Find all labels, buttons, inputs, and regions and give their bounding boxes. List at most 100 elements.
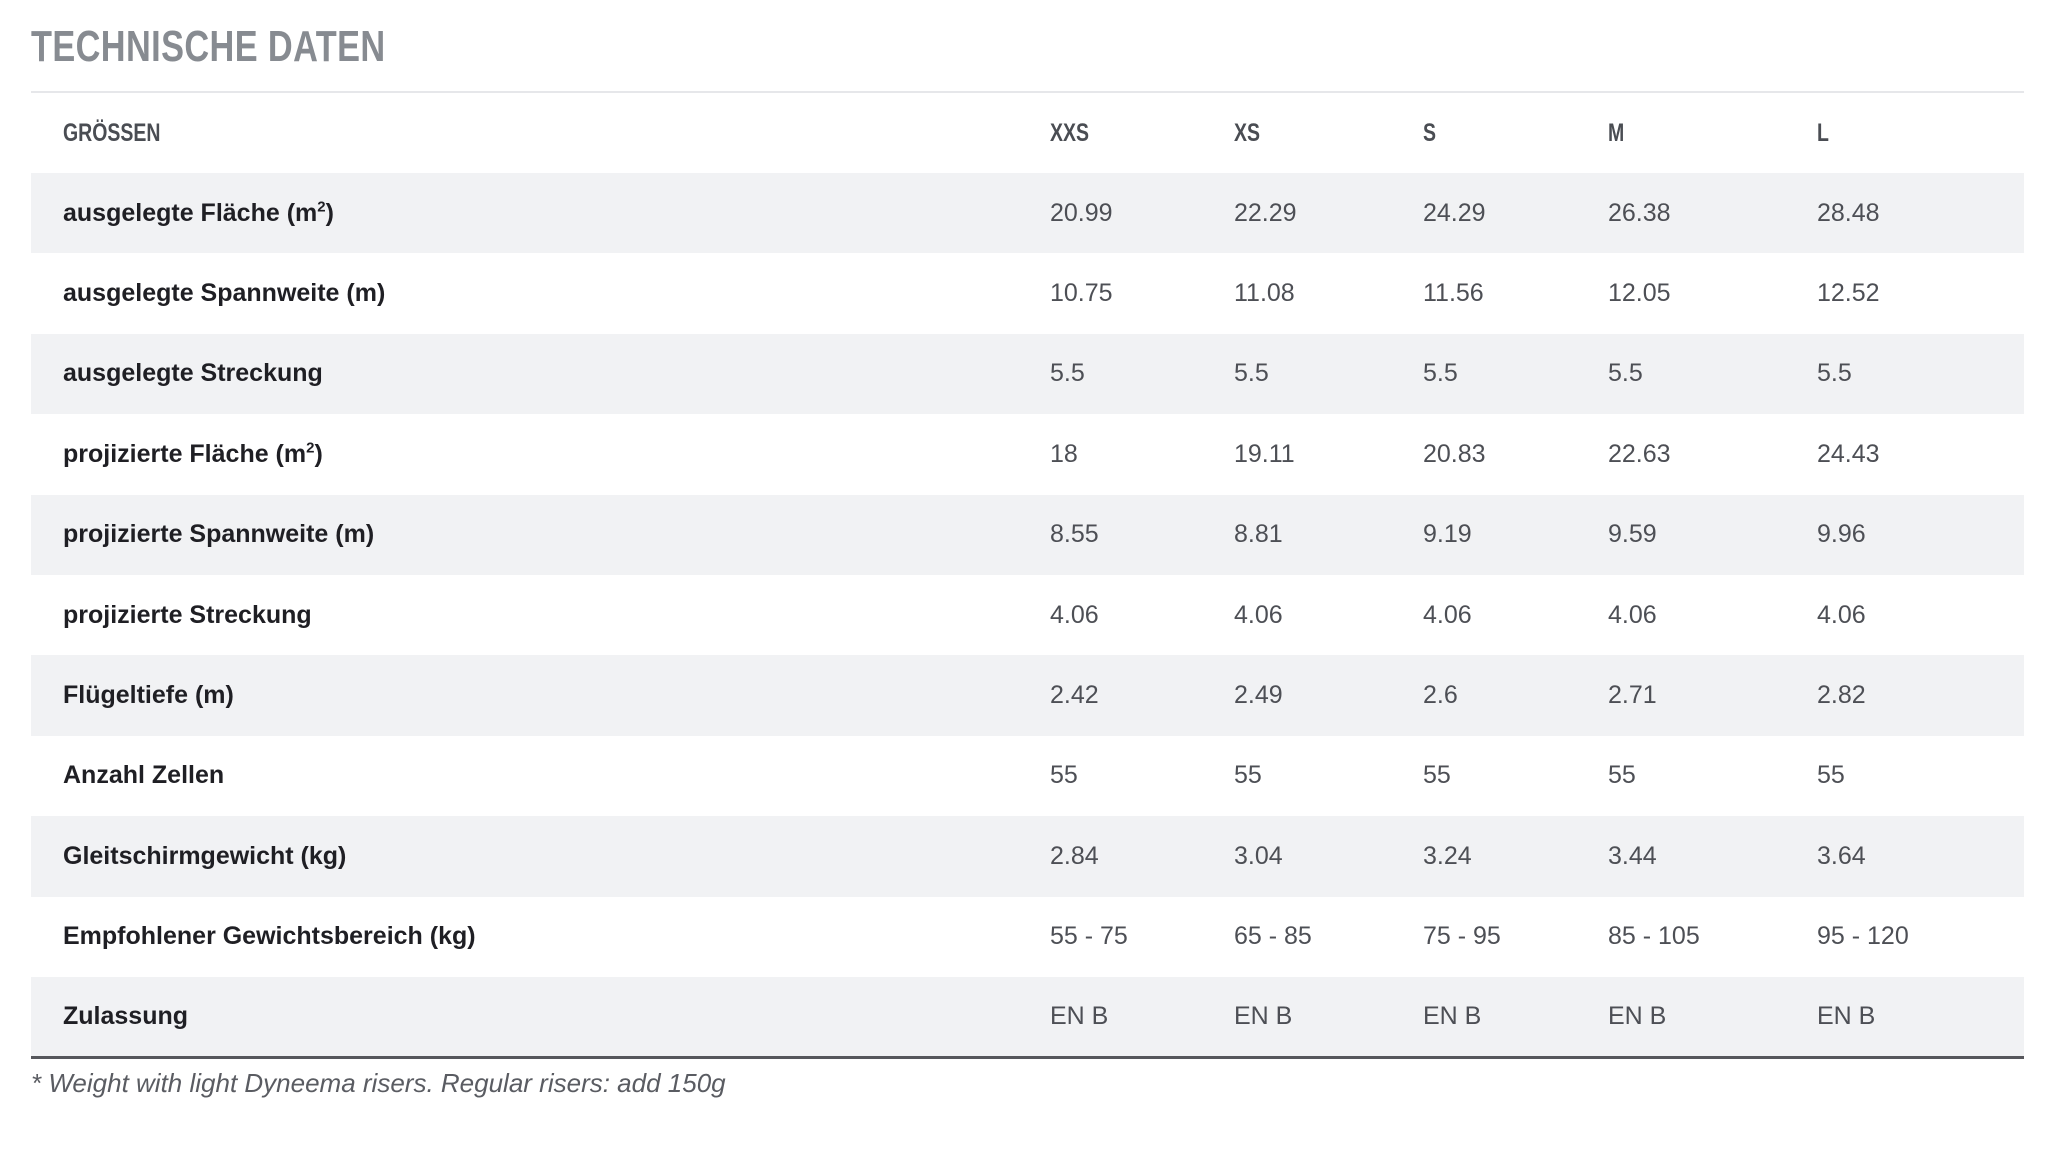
table-cell: 22.63 — [1608, 439, 1671, 468]
table-cell: 28.48 — [1817, 198, 1880, 227]
table-cell: 26.38 — [1608, 198, 1671, 227]
header-label: L — [1817, 118, 1829, 147]
table-cell: 4.06 — [1234, 600, 1283, 629]
table-cell: 11.56 — [1423, 279, 1484, 308]
row-label-text: ausgelegte Spannweite (m) — [63, 279, 386, 308]
table-cell: 55 - 75 — [1050, 922, 1128, 951]
row-label: ausgelegte Streckung — [31, 334, 1050, 414]
row-label: ausgelegte Spannweite (m) — [31, 253, 1050, 333]
table-cell: 20.99 — [1050, 198, 1113, 227]
row-label: ausgelegte Fläche (m2) — [31, 173, 1050, 253]
table-cell: 55 — [1817, 761, 1845, 790]
table-row: projizierte Spannweite (m) 8.55 8.81 9.19 9.… — [31, 494, 2024, 575]
table-row: Flügeltiefe (m) 2.42 2.49 2.6 2.71 2.82 — [31, 655, 2024, 736]
table-cell: 55 — [1608, 761, 1636, 790]
table-cell: 55 — [1050, 761, 1078, 790]
table-row: ausgelegte Streckung 5.5 5.5 5.5 5.5 5.5 — [31, 333, 2024, 415]
row-label: Anzahl Zellen — [31, 736, 1050, 816]
table-cell: 8.55 — [1050, 520, 1099, 549]
table-cell: 3.24 — [1423, 841, 1472, 870]
row-label-end: ) — [325, 198, 334, 227]
table-cell: 75 - 95 — [1423, 922, 1501, 951]
page-title: TECHNISCHE DATEN — [31, 22, 386, 71]
row-label: Gleitschirmgewicht (kg) — [31, 816, 1050, 896]
table-cell: 9.19 — [1423, 520, 1472, 549]
table-cell: EN B — [1234, 1001, 1293, 1030]
table-cell: 22.29 — [1234, 198, 1297, 227]
table-cell: 8.81 — [1234, 520, 1283, 549]
header-label: GRÖSSEN — [63, 118, 161, 147]
table-cell: 65 - 85 — [1234, 922, 1312, 951]
header-label: M — [1608, 118, 1625, 147]
table-cell: EN B — [1817, 1001, 1876, 1030]
table-cell: 12.05 — [1608, 279, 1671, 308]
superscript: 2 — [306, 439, 315, 457]
table-cell: 12.52 — [1817, 279, 1880, 308]
table-cell: 2.49 — [1234, 681, 1283, 710]
header-xs: XS — [1234, 93, 1423, 173]
footnote: * Weight with light Dyneema risers. Regu… — [31, 1068, 726, 1098]
table-cell: 2.6 — [1423, 681, 1458, 710]
row-label-text: projizierte Streckung — [63, 600, 312, 629]
table-cell: 4.06 — [1608, 600, 1657, 629]
header-label: XS — [1234, 118, 1261, 147]
divider — [31, 91, 2024, 93]
table-cell: 3.04 — [1234, 841, 1283, 870]
row-label-text: Empfohlener Gewichtsbereich (kg) — [63, 922, 476, 951]
row-label-text: Gleitschirmgewicht (kg) — [63, 841, 347, 870]
row-label: projizierte Fläche (m2) — [31, 414, 1050, 494]
superscript: 2 — [317, 198, 326, 216]
table-cell: 3.64 — [1817, 841, 1866, 870]
row-label-text: Anzahl Zellen — [63, 761, 225, 790]
specs-table: GRÖSSEN XXS XS S M L ausgelegte Fläche (… — [31, 93, 2024, 1059]
table-cell: 85 - 105 — [1608, 922, 1700, 951]
row-label: Empfohlener Gewichtsbereich (kg) — [31, 897, 1050, 977]
table-cell: 4.06 — [1423, 600, 1472, 629]
row-label-text: ausgelegte Fläche (m — [63, 198, 318, 227]
table-row: projizierte Streckung 4.06 4.06 4.06 4.06 4.0… — [31, 575, 2024, 655]
table-cell: 18 — [1050, 439, 1078, 468]
table-cell: 5.5 — [1608, 359, 1643, 388]
table-cell: 5.5 — [1050, 359, 1085, 388]
header-xxs: XXS — [1050, 93, 1234, 173]
table-cell: 5.5 — [1817, 359, 1852, 388]
header-l: L — [1817, 93, 2024, 173]
header-sizes: GRÖSSEN — [31, 93, 1050, 173]
table-row: ausgelegte Spannweite (m) 10.75 11.08 11.56… — [31, 253, 2024, 333]
table-cell: 2.84 — [1050, 841, 1099, 870]
table-cell: 10.75 — [1050, 279, 1113, 308]
row-label: projizierte Streckung — [31, 575, 1050, 655]
table-cell: 55 — [1234, 761, 1262, 790]
header-m: M — [1608, 93, 1817, 173]
table-cell: 5.5 — [1423, 359, 1458, 388]
table-cell: 95 - 120 — [1817, 922, 1909, 951]
header-label: S — [1423, 118, 1437, 147]
table-cell: 4.06 — [1817, 600, 1866, 629]
table-row: projizierte Fläche (m2) 18 19.11 20.83 22.63… — [31, 414, 2024, 494]
table-cell: EN B — [1608, 1001, 1667, 1030]
table-cell: 24.43 — [1817, 439, 1880, 468]
row-label-text: Flügeltiefe (m) — [63, 681, 234, 710]
row-label-text: projizierte Fläche (m — [63, 439, 307, 468]
table-cell: 11.08 — [1234, 279, 1295, 308]
row-label-text: Zulassung — [63, 1001, 189, 1030]
header-label: XXS — [1050, 118, 1090, 147]
row-label: Zulassung — [31, 977, 1050, 1057]
table-cell: 2.42 — [1050, 681, 1099, 710]
table-cell: EN B — [1423, 1001, 1482, 1030]
row-label-text: ausgelegte Streckung — [63, 359, 323, 388]
table-cell: 9.96 — [1817, 520, 1866, 549]
table-cell: 20.83 — [1423, 439, 1486, 468]
table-cell: 2.71 — [1608, 681, 1657, 710]
table-cell: 4.06 — [1050, 600, 1099, 629]
table-cell: EN B — [1050, 1001, 1109, 1030]
row-label-end: ) — [314, 439, 323, 468]
row-label-text: projizierte Spannweite (m) — [63, 520, 375, 549]
table-header-row: GRÖSSEN XXS XS S M L — [31, 93, 2024, 173]
table-cell: 9.59 — [1608, 520, 1657, 549]
table-cell: 3.44 — [1608, 841, 1657, 870]
table-cell: 2.82 — [1817, 681, 1866, 710]
row-label: projizierte Spannweite (m) — [31, 495, 1050, 575]
table-cell: 5.5 — [1234, 359, 1269, 388]
table-cell: 19.11 — [1234, 439, 1295, 468]
